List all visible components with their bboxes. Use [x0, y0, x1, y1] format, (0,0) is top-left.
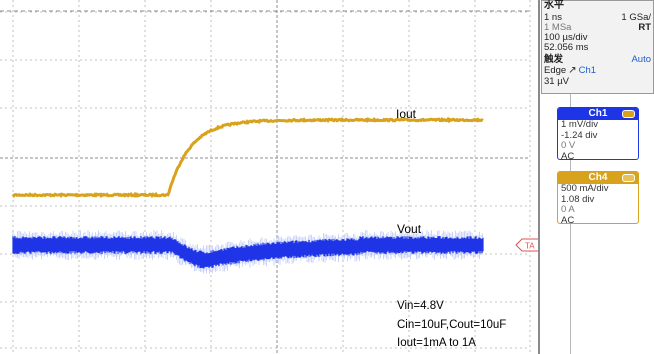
channel-1-scale: 1 mV/div — [561, 119, 598, 130]
sample-time: 1 ns — [544, 12, 562, 23]
channel-4-offset: 0 A — [561, 204, 575, 215]
trigger-source: Ch1 — [578, 65, 597, 76]
channel-1-coupling: AC — [561, 150, 575, 162]
vout-label: Vout — [397, 222, 422, 236]
waveform-display: TA — [0, 0, 540, 354]
timebase-title: 水平 — [544, 0, 564, 11]
vin-note: Vin=4.8V — [397, 300, 444, 312]
trigger-title: 触发 — [544, 54, 564, 65]
channel-1-name: Ch1 — [588, 108, 608, 119]
channel-4-title: Ch4 — [558, 172, 638, 184]
load-step-note: Iout=1mA to 1A — [397, 337, 476, 349]
trigger-mode: Auto — [631, 54, 651, 65]
grid — [0, 0, 531, 354]
channel-1-position: -1.24 div — [561, 129, 598, 141]
channel-4-scale: 500 mA/div — [561, 183, 609, 194]
channel-4-name: Ch4 — [588, 172, 608, 183]
svg-text:TA: TA — [525, 242, 535, 251]
vout-trace — [12, 230, 484, 274]
trigger-level: 31 µV — [544, 76, 570, 87]
rising-edge-icon: ↗ — [568, 65, 577, 76]
channel-4-position: 1.08 div — [561, 193, 595, 205]
sample-rate: 1 GSa/ — [621, 12, 651, 23]
trigger-type: Edge — [544, 65, 567, 76]
channel-1-panel[interactable]: Ch1 1 mV/div -1.24 div 0 V AC — [557, 107, 639, 162]
timebase-panel[interactable]: 水平 1 ns 1 GSa/ 1 MSa RT 100 µs/div 52.05… — [541, 0, 654, 94]
probe-icon — [622, 174, 635, 182]
channel-1-offset: 0 V — [561, 140, 576, 151]
horizontal-position: 52.056 ms — [544, 42, 589, 53]
panel-divider — [538, 0, 540, 354]
channel-4-panel[interactable]: Ch4 500 mA/div 1.08 div 0 A AC — [557, 171, 639, 226]
iout-label: Iout — [396, 107, 417, 121]
iout-waveform — [11, 116, 484, 199]
channel-1-title: Ch1 — [558, 108, 638, 120]
scope-screen[interactable]: TA Iout Vout Vin=4.8V Cin=10uF,Cout=10uF… — [0, 0, 540, 354]
probe-icon — [622, 110, 635, 118]
channel-4-coupling: AC — [561, 214, 575, 226]
trigger-marker[interactable]: TA — [515, 238, 540, 252]
time-per-div: 100 µs/div — [544, 32, 588, 43]
iout-trace — [11, 116, 484, 199]
caps-note: Cin=10uF,Cout=10uF — [397, 319, 507, 331]
vout-waveform — [12, 236, 484, 269]
acquisition-mode: RT — [638, 22, 651, 33]
record-length: 1 MSa — [544, 22, 572, 33]
